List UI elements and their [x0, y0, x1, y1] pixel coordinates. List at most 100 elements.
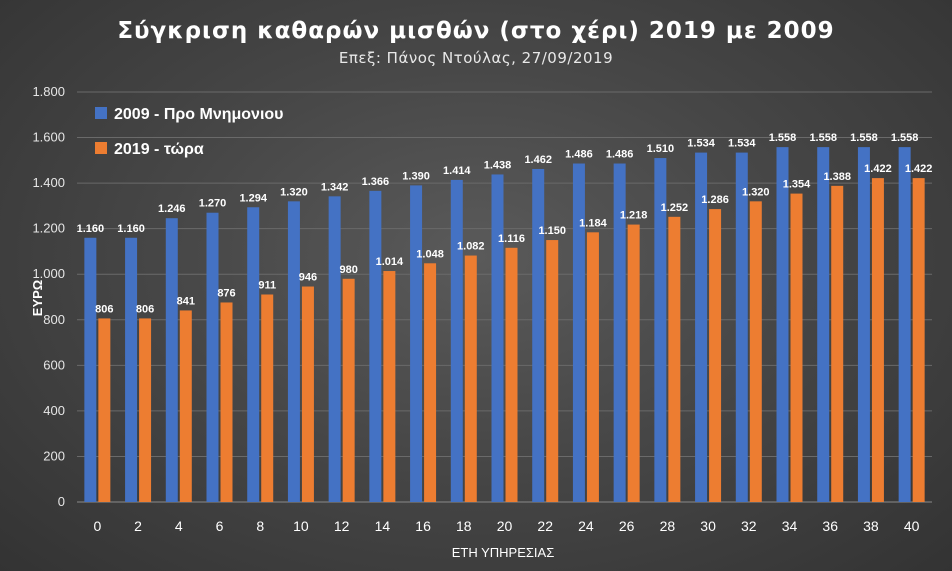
x-tick-label: 6	[216, 518, 224, 534]
bar-2019	[749, 201, 762, 503]
data-label-2009: 1.510	[647, 143, 675, 155]
y-tick-label: 1.000	[32, 266, 65, 281]
bar-2019	[261, 294, 274, 502]
x-tick-label: 28	[660, 518, 676, 534]
x-tick-label: 40	[904, 518, 920, 534]
x-tick-label: 36	[822, 518, 838, 534]
data-label-2019: 1.184	[579, 217, 607, 229]
x-tick-label: 20	[497, 518, 513, 534]
y-tick-label: 200	[43, 448, 65, 463]
x-tick-label: 16	[415, 518, 431, 534]
x-tick-label: 22	[537, 518, 553, 534]
bar-2009	[369, 190, 382, 502]
data-label-2009: 1.534	[687, 138, 715, 150]
y-tick-label: 600	[43, 357, 65, 372]
data-label-2019: 946	[299, 272, 317, 284]
x-tick-label: 24	[578, 518, 594, 534]
data-label-2009: 1.462	[524, 154, 552, 166]
bar-2019	[546, 240, 559, 503]
data-label-2019: 1.286	[701, 194, 729, 206]
x-tick-label: 2	[134, 518, 142, 534]
x-tick-label: 10	[293, 518, 309, 534]
bar-2019	[790, 193, 803, 503]
x-tick-label: 32	[741, 518, 757, 534]
bar-2009	[532, 168, 545, 502]
bar-2019	[464, 255, 477, 502]
data-label-2019: 1.422	[905, 163, 933, 175]
data-label-2009: 1.342	[321, 181, 349, 193]
data-label-2009: 1.558	[769, 132, 797, 144]
y-tick-label: 0	[58, 494, 65, 509]
data-label-2019: 1.014	[376, 256, 404, 268]
bar-2009	[572, 163, 585, 502]
bar-2019	[871, 178, 884, 502]
data-label-2019: 841	[177, 295, 195, 307]
bars	[84, 147, 925, 503]
bar-2019	[179, 310, 192, 502]
legend-label-2019: 2019 - τώρα	[114, 141, 204, 158]
x-tick-label: 18	[456, 518, 472, 534]
data-label-2009: 1.486	[565, 149, 593, 161]
data-label-2009: 1.366	[362, 176, 390, 188]
bar-2019	[912, 178, 925, 502]
x-tick-label: 14	[375, 518, 391, 534]
data-label-2009: 1.160	[77, 223, 105, 235]
data-label-2019: 1.116	[498, 233, 525, 245]
x-tick-label: 0	[93, 518, 101, 534]
x-tick-label: 8	[256, 518, 264, 534]
bar-2009	[125, 237, 138, 502]
bar-2009	[328, 196, 341, 503]
data-label-2019: 980	[339, 264, 357, 276]
y-axis-label: ΕΥΡΩ	[30, 280, 45, 316]
bar-2009	[410, 185, 423, 502]
x-axis-ticks: 0 2 4 6 8 10 12 14 16 18 20 22 24 26 28 30 32 34 36 38 40	[93, 518, 919, 534]
data-label-2019: 1.048	[416, 248, 444, 260]
data-label-2019: 911	[258, 279, 276, 291]
y-tick-label: 1.800	[32, 84, 65, 99]
data-label-2009: 1.270	[199, 198, 227, 210]
bar-2019	[424, 263, 437, 502]
bar-2019	[668, 216, 681, 503]
bar-2019	[139, 318, 152, 502]
y-axis-ticks: 0 200 400 600 800 1.000 1.200 1.400 1.600 1.800	[32, 84, 65, 509]
bar-2019	[383, 271, 396, 502]
data-label-2009: 1.390	[402, 170, 430, 182]
bar-2019	[505, 247, 518, 502]
bar-2019	[98, 318, 111, 502]
legend-label-2009: 2009 - Προ Μνημονιου	[114, 106, 283, 123]
data-label-2009: 1.558	[850, 132, 878, 144]
data-label-2009: 1.320	[280, 186, 308, 198]
bar-2009	[654, 158, 667, 503]
bar-2009	[491, 174, 504, 502]
y-tick-label: 1.600	[32, 130, 65, 145]
x-tick-label: 34	[782, 518, 798, 534]
bar-2019	[709, 209, 722, 503]
data-label-2019: 1.422	[864, 163, 892, 175]
bar-2009	[817, 147, 830, 502]
data-label-2019: 1.252	[661, 202, 689, 214]
data-label-2019: 1.320	[742, 186, 770, 198]
y-tick-label: 1.400	[32, 175, 65, 190]
bar-2009	[857, 147, 870, 502]
bar-2009	[898, 147, 911, 502]
data-label-2009: 1.294	[239, 192, 267, 204]
data-label-2019: 806	[95, 303, 113, 315]
bar-2009	[165, 218, 178, 502]
gridlines	[77, 91, 932, 503]
x-tick-label: 12	[334, 518, 350, 534]
data-label-2019: 1.082	[457, 241, 485, 253]
x-axis-label: ΕΤΗ ΥΠΗΡΕΣΙΑΣ	[452, 545, 555, 560]
data-label-2019: 1.354	[783, 179, 811, 191]
legend-swatch-2009	[95, 107, 107, 119]
legend: 2009 - Προ Μνημονιου 2019 - τώρα	[95, 106, 283, 158]
data-label-2019: 1.388	[823, 171, 851, 183]
data-label-2019: 1.150	[538, 225, 566, 237]
bar-2019	[831, 185, 844, 502]
x-tick-label: 30	[700, 518, 716, 534]
bar-2019	[301, 286, 314, 502]
bar-2009	[613, 163, 626, 502]
bar-2019	[586, 232, 599, 503]
chart-subtitle: Επεξ: Πάνος Ντούλας, 27/09/2019	[339, 49, 613, 67]
